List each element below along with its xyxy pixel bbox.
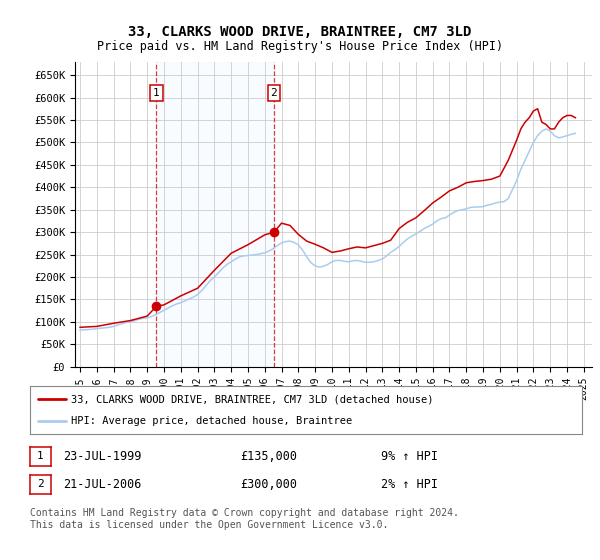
Text: Contains HM Land Registry data © Crown copyright and database right 2024.
This d: Contains HM Land Registry data © Crown c… [30,508,459,530]
Text: 23-JUL-1999: 23-JUL-1999 [63,450,142,463]
Text: 2% ↑ HPI: 2% ↑ HPI [381,478,438,491]
Text: 33, CLARKS WOOD DRIVE, BRAINTREE, CM7 3LD (detached house): 33, CLARKS WOOD DRIVE, BRAINTREE, CM7 3L… [71,394,434,404]
Text: 2: 2 [271,88,277,98]
Text: 9% ↑ HPI: 9% ↑ HPI [381,450,438,463]
Text: 1: 1 [153,88,160,98]
Text: HPI: Average price, detached house, Braintree: HPI: Average price, detached house, Brai… [71,416,353,426]
Text: £135,000: £135,000 [240,450,297,463]
Text: 33, CLARKS WOOD DRIVE, BRAINTREE, CM7 3LD: 33, CLARKS WOOD DRIVE, BRAINTREE, CM7 3L… [128,25,472,39]
Text: Price paid vs. HM Land Registry's House Price Index (HPI): Price paid vs. HM Land Registry's House … [97,40,503,53]
Text: 1: 1 [37,451,44,461]
Text: £300,000: £300,000 [240,478,297,491]
Bar [157,62,274,367]
Text: 2: 2 [37,479,44,489]
Text: 21-JUL-2006: 21-JUL-2006 [63,478,142,491]
